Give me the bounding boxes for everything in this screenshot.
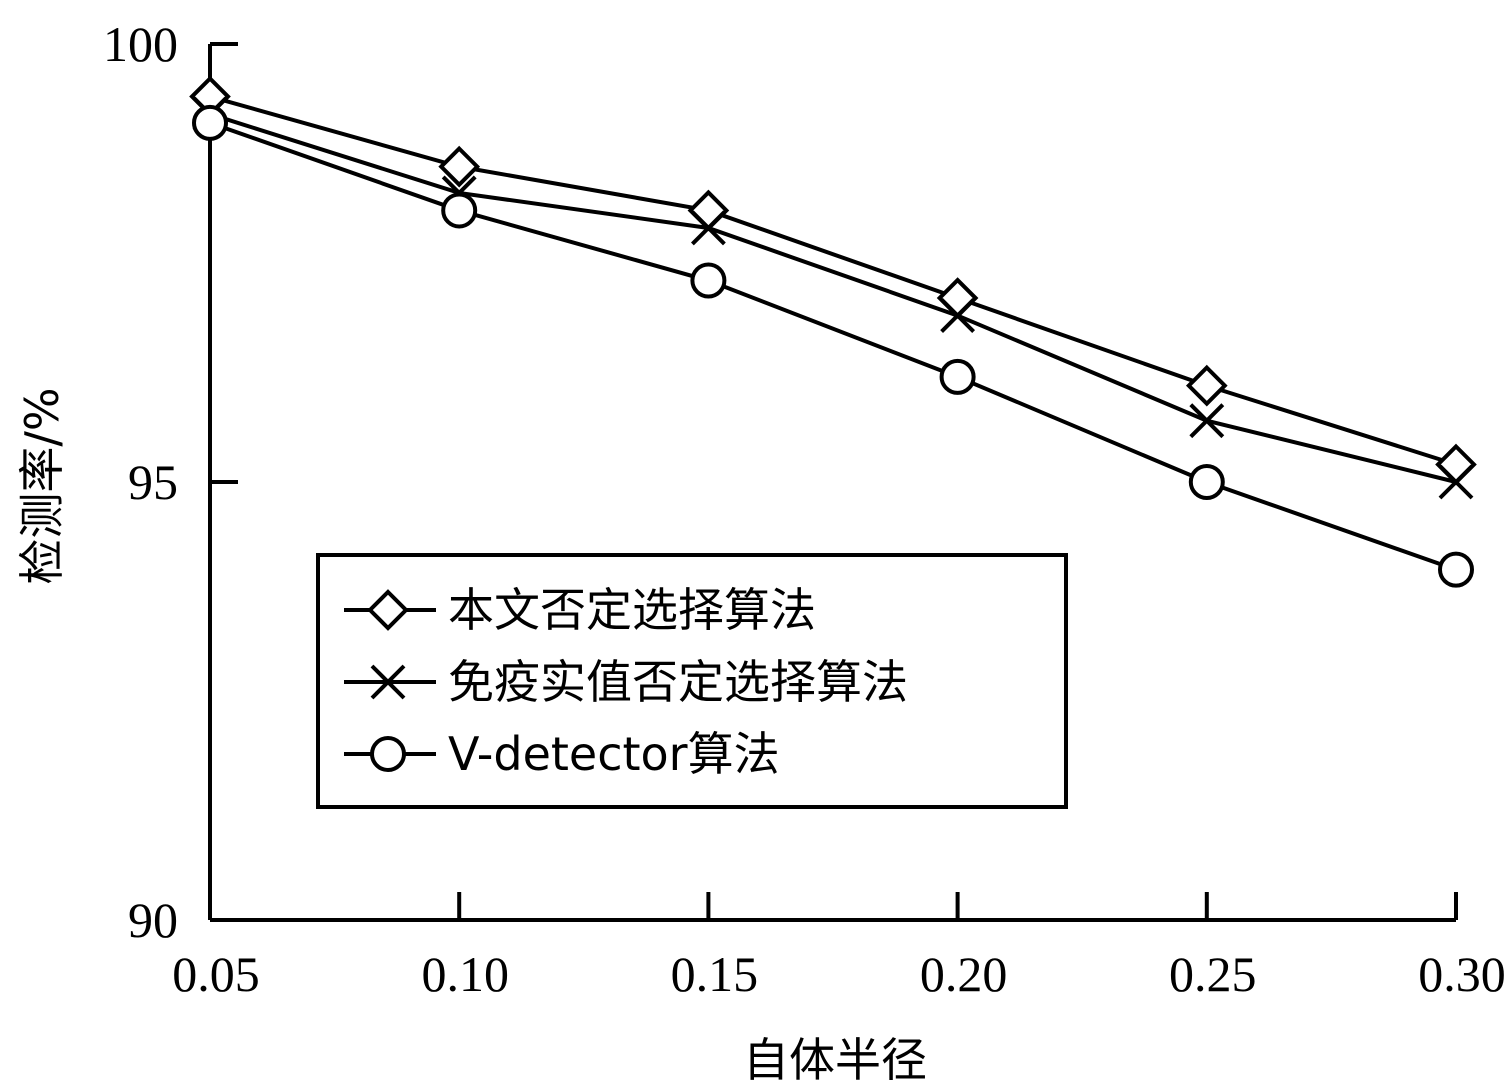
legend-label: V-detector算法 xyxy=(448,727,780,781)
data-point-circle xyxy=(690,262,727,299)
x-tick-label: 0.25 xyxy=(1169,946,1257,1002)
marker-x-stroke xyxy=(1438,464,1474,500)
legend-label: 免疫实值否定选择算法 xyxy=(448,655,908,709)
y-tick-label: 90 xyxy=(128,892,178,948)
x-tick-label: 0.15 xyxy=(671,946,759,1002)
series-line xyxy=(209,94,1457,467)
series-1 xyxy=(209,94,1457,467)
data-point-x xyxy=(940,298,976,333)
series-1-markers xyxy=(189,75,1477,486)
data-point-x xyxy=(1438,464,1474,500)
y-axis-title: 检测率/% xyxy=(15,387,69,584)
data-point-circle xyxy=(441,192,478,229)
data-point-circle xyxy=(1188,464,1225,500)
series-3 xyxy=(209,120,1457,572)
x-axis-title: 自体半径 xyxy=(743,1033,927,1087)
legend-marker-circle xyxy=(370,736,406,772)
marker-x-stroke xyxy=(370,664,406,700)
axes: 90 95 100 0.05 0.10 0.15 0.20 0.25 0.30 xyxy=(103,16,1506,1002)
legend-marker-x xyxy=(370,664,406,700)
y-tick-label: 100 xyxy=(103,16,178,72)
legend-entry: 免疫实值否定选择算法 xyxy=(344,655,908,709)
legend-entry: V-detector算法 xyxy=(344,727,780,781)
data-point-circle xyxy=(939,358,976,395)
x-tick-label: 0.05 xyxy=(172,946,260,1002)
series-line xyxy=(209,120,1457,572)
data-point-diamond xyxy=(438,145,481,188)
legend-marker-diamond xyxy=(367,589,409,631)
series-2 xyxy=(209,112,1457,484)
marker-x-stroke xyxy=(1189,403,1225,439)
data-point-diamond xyxy=(687,189,730,232)
legend-entry: 本文否定选择算法 xyxy=(344,583,816,637)
marker-x-stroke xyxy=(940,298,976,333)
legend-label: 本文否定选择算法 xyxy=(448,583,816,637)
data-point-x xyxy=(690,210,726,246)
x-tick-label: 0.20 xyxy=(920,946,1008,1002)
legend-box xyxy=(316,553,1068,809)
x-tick-label: 0.10 xyxy=(421,946,509,1002)
series-layer xyxy=(189,75,1477,588)
y-tick-label: 95 xyxy=(128,454,178,510)
x-tick-label: 0.30 xyxy=(1418,946,1506,1002)
data-point-diamond xyxy=(1185,364,1228,407)
data-point-circle xyxy=(1438,551,1474,588)
series-line xyxy=(209,112,1457,484)
data-point-x xyxy=(1189,403,1225,439)
series-3-markers xyxy=(192,104,1474,588)
data-point-circle xyxy=(192,104,228,141)
marker-x-stroke xyxy=(690,210,726,246)
